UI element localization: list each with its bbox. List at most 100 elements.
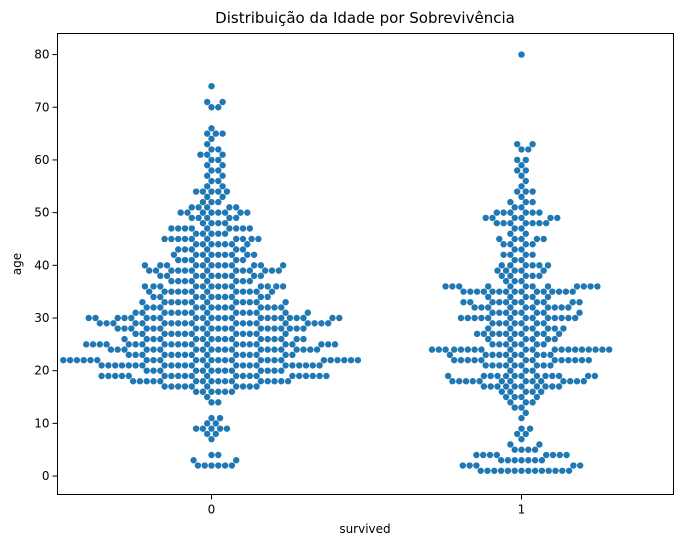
data-point [289,351,296,359]
data-point [279,283,287,290]
y-tick-label: 70 [34,100,49,114]
data-point [132,341,139,348]
data-point [215,167,222,174]
data-point [577,462,584,469]
data-point [518,235,525,243]
data-point [244,251,251,258]
data-point [128,314,135,322]
data-point [275,267,282,274]
data-point [480,330,488,338]
data-point [538,457,546,464]
data-point [233,341,240,348]
data-point [511,457,518,464]
data-point [199,198,207,206]
data-point [105,362,112,369]
data-point [143,304,150,311]
data-point [192,230,200,237]
data-point [204,420,211,427]
data-point [529,335,536,343]
data-point [150,325,157,332]
data-point [522,388,529,395]
data-point [522,272,529,280]
data-point [522,430,529,438]
data-point [239,372,247,380]
data-point [233,235,240,243]
data-point [446,351,454,359]
data-point [507,262,514,269]
data-point [94,356,101,364]
data-point [464,346,471,353]
data-point [215,356,222,364]
data-point [239,225,247,232]
data-point [253,341,260,348]
data-point [529,188,536,195]
data-point [491,467,498,474]
data-point [449,283,456,290]
data-point [257,346,265,353]
data-point [300,325,307,332]
data-point [192,378,200,385]
data-point [286,325,294,332]
data-point [507,314,514,322]
y-tick-label: 80 [34,48,49,62]
data-point [112,372,119,380]
data-point [233,267,240,274]
data-point [175,351,182,359]
data-point [551,314,558,322]
data-point [199,262,207,269]
data-point [150,314,157,322]
data-point [150,346,157,353]
data-point [192,346,200,353]
data-point [208,367,215,374]
data-point [493,209,500,216]
data-point [215,388,222,395]
data-point [208,451,215,459]
data-point [462,378,470,385]
data-point [208,325,215,332]
data-point [204,204,211,211]
data-point [502,393,510,401]
data-point [565,304,572,311]
data-point [507,293,514,301]
data-point [522,177,529,185]
y-tick-label: 40 [34,258,49,272]
data-point [494,372,501,380]
data-point [496,351,503,359]
data-point [473,451,480,459]
data-point [302,362,310,369]
data-point [215,304,222,311]
data-point [190,457,197,464]
data-point [139,341,146,348]
data-point [221,230,229,237]
data-point [485,325,492,332]
data-point [204,172,211,179]
data-point [60,356,67,364]
data-point [192,241,200,248]
data-point [493,219,500,227]
data-point [471,346,478,353]
data-point [271,378,278,385]
data-point [502,267,510,274]
data-point [526,425,534,432]
data-point [500,209,507,216]
data-point [502,351,510,359]
y-tick-label: 20 [34,364,49,378]
data-point [514,167,521,174]
data-point [175,256,182,264]
data-point [549,288,556,295]
data-point [161,235,168,243]
data-point [271,346,278,353]
data-point [556,451,563,459]
data-point [228,335,236,343]
data-point [262,267,269,274]
data-point [555,383,563,390]
data-point [221,325,229,332]
data-point [329,314,336,322]
data-point [204,362,211,369]
data-point [114,325,121,332]
data-point [518,225,525,232]
data-point [529,140,536,148]
data-point [518,372,525,380]
data-point [233,246,240,253]
data-point [278,346,285,353]
